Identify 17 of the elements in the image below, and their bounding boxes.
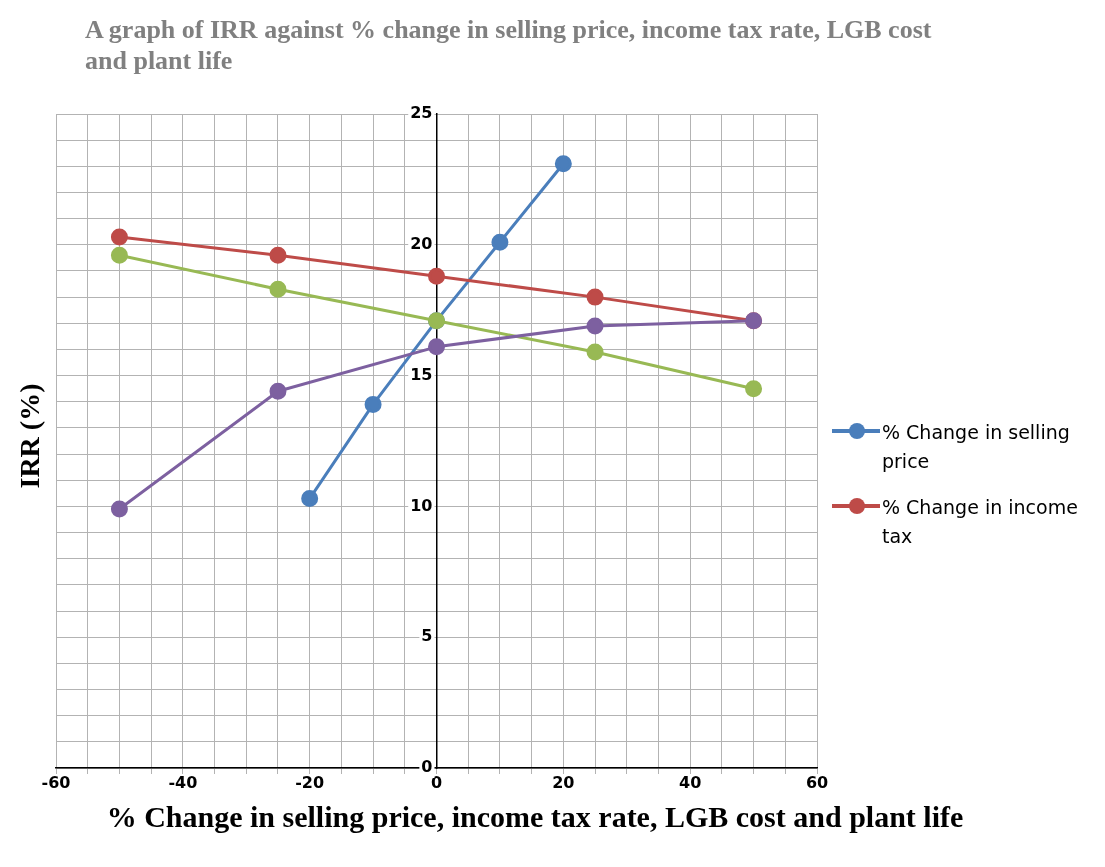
y-tick-label: 15 — [410, 364, 433, 384]
y-tick-label: 5 — [421, 626, 433, 646]
x-tick-label: -20 — [295, 773, 325, 793]
y-tick-label: 25 — [410, 103, 433, 123]
x-tick-label: 20 — [552, 773, 575, 793]
x-tick-label: -40 — [168, 773, 198, 793]
y-tick-label: 10 — [410, 495, 433, 515]
legend-label: % Change in selling price — [882, 420, 1071, 474]
x-tick-label: 60 — [805, 773, 829, 793]
chart-title: A graph of IRR against % change in selling price, income tax rate, LGB cost and plant life — [85, 14, 933, 77]
y-tick-label: 20 — [410, 233, 433, 253]
x-tick-label: 40 — [679, 773, 702, 793]
x-tick-label: -60 — [41, 773, 71, 793]
legend-label: % Change in income tax — [882, 495, 1079, 549]
y-tick-label: 0 — [421, 757, 433, 777]
y-axis-title: IRR (%) — [14, 382, 46, 491]
x-axis-title: % Change in selling price, income tax rate, LGB cost and plant life — [105, 800, 965, 835]
